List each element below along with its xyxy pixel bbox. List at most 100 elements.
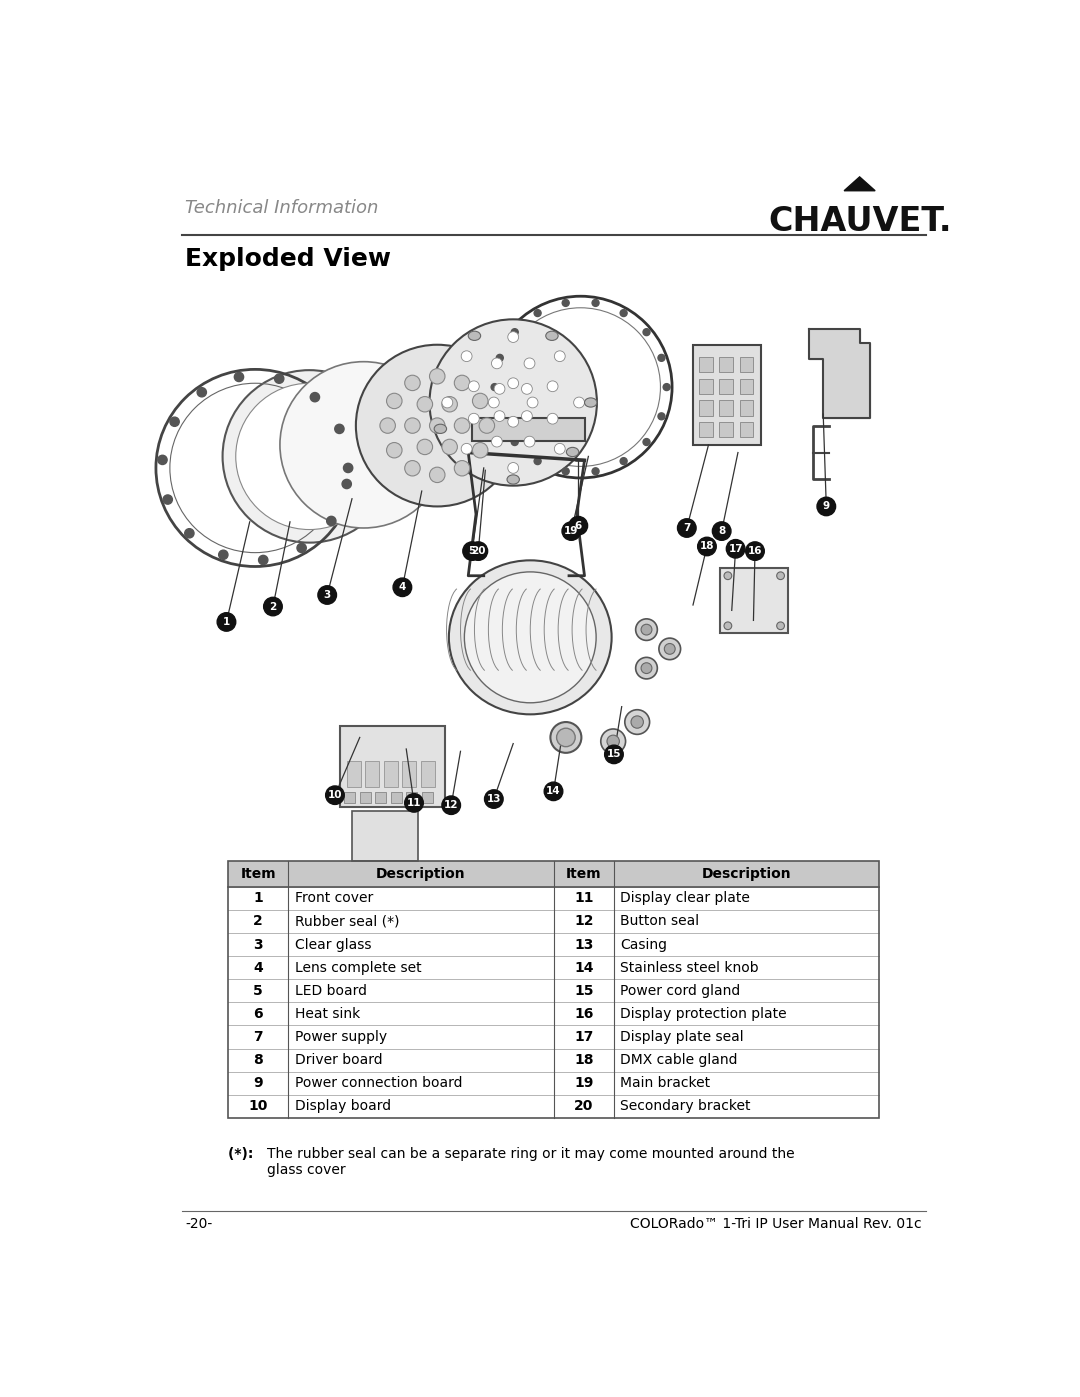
Circle shape bbox=[310, 393, 320, 402]
Text: Power supply: Power supply bbox=[295, 1030, 387, 1044]
Text: 7: 7 bbox=[684, 522, 690, 534]
Circle shape bbox=[544, 782, 563, 800]
Circle shape bbox=[698, 538, 716, 556]
Circle shape bbox=[480, 418, 495, 433]
Circle shape bbox=[405, 376, 420, 391]
Circle shape bbox=[170, 418, 179, 426]
Text: Casing: Casing bbox=[620, 937, 667, 951]
Ellipse shape bbox=[449, 560, 611, 714]
Bar bbox=[719, 379, 733, 394]
Text: Display clear plate: Display clear plate bbox=[620, 891, 750, 905]
Text: 12: 12 bbox=[444, 800, 458, 810]
Circle shape bbox=[600, 729, 625, 753]
Bar bbox=[699, 358, 713, 373]
Polygon shape bbox=[845, 177, 875, 191]
Circle shape bbox=[551, 722, 581, 753]
Text: 2: 2 bbox=[269, 602, 276, 612]
Bar bbox=[375, 792, 387, 803]
Bar bbox=[365, 760, 379, 788]
Circle shape bbox=[469, 414, 480, 425]
Text: Power connection board: Power connection board bbox=[295, 1076, 462, 1090]
Circle shape bbox=[393, 578, 411, 597]
Circle shape bbox=[430, 369, 445, 384]
Circle shape bbox=[264, 598, 282, 616]
Circle shape bbox=[556, 728, 576, 746]
Circle shape bbox=[522, 411, 532, 422]
Circle shape bbox=[405, 418, 420, 433]
Text: The rubber seal can be a separate ring or it may come mounted around the
glass c: The rubber seal can be a separate ring o… bbox=[267, 1147, 795, 1178]
Bar bbox=[740, 358, 754, 373]
Circle shape bbox=[442, 397, 458, 412]
Text: 18: 18 bbox=[700, 542, 714, 552]
Circle shape bbox=[464, 571, 596, 703]
Text: Description: Description bbox=[376, 866, 465, 880]
Circle shape bbox=[625, 710, 649, 735]
Text: 12: 12 bbox=[573, 915, 594, 929]
Text: 11: 11 bbox=[573, 891, 594, 905]
Circle shape bbox=[430, 467, 445, 482]
Text: 16: 16 bbox=[575, 1007, 593, 1021]
Circle shape bbox=[548, 414, 558, 425]
Text: 20: 20 bbox=[575, 1099, 593, 1113]
Text: Item: Item bbox=[241, 866, 276, 880]
Bar bbox=[383, 760, 397, 788]
Circle shape bbox=[605, 745, 623, 764]
Bar bbox=[699, 422, 713, 437]
Text: 5: 5 bbox=[469, 546, 476, 556]
Text: 19: 19 bbox=[564, 527, 579, 536]
Text: 17: 17 bbox=[575, 1030, 593, 1044]
Circle shape bbox=[335, 425, 345, 433]
Text: Technical Information: Technical Information bbox=[186, 198, 379, 217]
Circle shape bbox=[554, 443, 565, 454]
Text: Heat sink: Heat sink bbox=[295, 1007, 360, 1021]
Circle shape bbox=[297, 543, 307, 553]
Circle shape bbox=[494, 384, 505, 394]
Text: Display board: Display board bbox=[295, 1099, 391, 1113]
Text: 13: 13 bbox=[575, 937, 593, 951]
Circle shape bbox=[442, 796, 460, 814]
Bar bbox=[422, 792, 433, 803]
Text: -20-: -20- bbox=[186, 1217, 213, 1231]
Circle shape bbox=[280, 362, 447, 528]
Ellipse shape bbox=[434, 425, 446, 433]
Ellipse shape bbox=[545, 331, 558, 341]
Circle shape bbox=[158, 455, 167, 465]
Bar bbox=[719, 400, 733, 415]
Circle shape bbox=[430, 418, 445, 433]
Bar bbox=[228, 861, 879, 1118]
Circle shape bbox=[497, 414, 503, 419]
Bar bbox=[693, 345, 761, 444]
Bar bbox=[740, 422, 754, 437]
Ellipse shape bbox=[584, 398, 597, 407]
Circle shape bbox=[491, 436, 502, 447]
Text: Clear glass: Clear glass bbox=[295, 937, 372, 951]
Circle shape bbox=[234, 373, 244, 381]
Circle shape bbox=[455, 461, 470, 476]
Text: 1: 1 bbox=[254, 891, 264, 905]
Text: 14: 14 bbox=[573, 961, 594, 975]
Circle shape bbox=[380, 418, 395, 433]
Circle shape bbox=[816, 497, 836, 515]
Bar bbox=[347, 760, 361, 788]
Text: Main bracket: Main bracket bbox=[620, 1076, 711, 1090]
Text: Description: Description bbox=[702, 866, 792, 880]
Ellipse shape bbox=[469, 331, 481, 341]
Text: Driver board: Driver board bbox=[295, 1053, 382, 1067]
Bar bbox=[699, 400, 713, 415]
Text: 7: 7 bbox=[254, 1030, 264, 1044]
Text: 1: 1 bbox=[222, 617, 230, 627]
Text: 19: 19 bbox=[575, 1076, 593, 1090]
Bar bbox=[740, 379, 754, 394]
Text: Lens complete set: Lens complete set bbox=[295, 961, 421, 975]
Circle shape bbox=[472, 443, 488, 458]
Circle shape bbox=[274, 374, 284, 383]
Circle shape bbox=[508, 416, 518, 427]
Text: 20: 20 bbox=[471, 546, 486, 556]
Circle shape bbox=[488, 397, 499, 408]
Text: Power cord gland: Power cord gland bbox=[620, 983, 741, 997]
Bar bbox=[699, 379, 713, 394]
Circle shape bbox=[777, 571, 784, 580]
Ellipse shape bbox=[507, 475, 519, 485]
Bar bbox=[228, 861, 879, 887]
Circle shape bbox=[442, 397, 453, 408]
